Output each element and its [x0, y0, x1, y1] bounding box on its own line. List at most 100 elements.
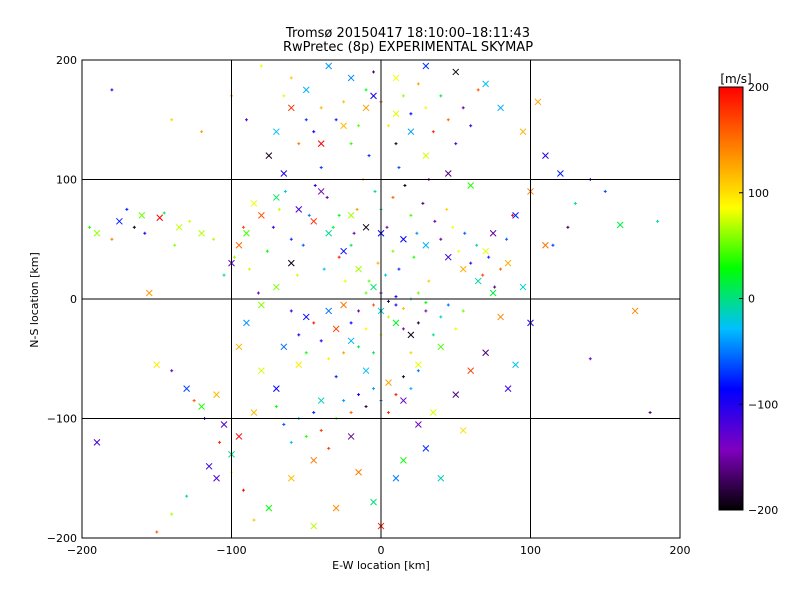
- cross-marker: [310, 522, 318, 530]
- cross-marker: [145, 289, 153, 297]
- plus-marker: [337, 213, 341, 217]
- plus-marker: [391, 249, 395, 253]
- cross-marker: [250, 409, 258, 416]
- plus-marker: [487, 255, 491, 259]
- cross-marker: [93, 229, 101, 237]
- plus-marker: [385, 225, 389, 229]
- plus-marker: [110, 88, 114, 92]
- plus-marker: [349, 411, 353, 415]
- plus-marker: [493, 285, 497, 289]
- plus-marker: [364, 405, 368, 409]
- colorbar-tick-label: 100: [748, 187, 769, 200]
- cross-marker: [347, 337, 355, 345]
- cross-marker: [422, 445, 430, 452]
- cross-marker: [392, 110, 400, 118]
- plus-marker: [439, 237, 443, 241]
- plus-marker: [372, 303, 376, 307]
- plus-marker: [357, 345, 361, 349]
- colorbar-tick-label: −200: [748, 504, 778, 517]
- plus-marker: [252, 518, 256, 522]
- plus-marker: [415, 231, 419, 235]
- plus-marker: [446, 118, 450, 122]
- cross-marker: [355, 265, 362, 273]
- plus-marker: [439, 315, 443, 319]
- cross-marker: [542, 241, 549, 249]
- cross-marker: [467, 367, 475, 375]
- cross-marker: [512, 361, 519, 369]
- plus-marker: [656, 219, 660, 223]
- cross-marker: [362, 367, 370, 375]
- plus-marker: [282, 94, 286, 98]
- plus-marker: [424, 301, 428, 305]
- plus-marker: [297, 333, 301, 337]
- plus-marker: [125, 207, 129, 211]
- cross-marker: [482, 349, 490, 357]
- cross-marker: [415, 421, 422, 428]
- cross-marker: [280, 343, 288, 351]
- cross-marker: [362, 104, 370, 112]
- cross-marker: [429, 409, 437, 416]
- plus-marker: [499, 267, 503, 271]
- cross-marker: [265, 504, 273, 512]
- cross-marker: [340, 301, 347, 309]
- cross-marker: [250, 200, 258, 207]
- plus-marker: [319, 106, 323, 110]
- cross-marker: [302, 313, 310, 321]
- y-tick-label: −100: [47, 413, 77, 426]
- cross-marker: [198, 403, 205, 410]
- colorbar-ticks: 200 100 0 −100 −200: [739, 81, 778, 517]
- cross-marker: [482, 80, 490, 88]
- plot-frame: [81, 59, 681, 539]
- plus-marker: [409, 213, 413, 217]
- plus-marker: [511, 213, 515, 217]
- cross-marker: [347, 74, 355, 82]
- cross-marker: [631, 307, 639, 315]
- plus-marker: [433, 219, 437, 223]
- cross-marker: [444, 170, 452, 177]
- cross-marker: [489, 289, 497, 297]
- plus-marker: [372, 387, 376, 391]
- cross-marker: [362, 223, 370, 231]
- plus-marker: [357, 124, 361, 128]
- plus-marker: [327, 446, 331, 450]
- colorbar-tick-label: 200: [748, 81, 769, 94]
- plus-marker: [132, 225, 136, 229]
- plus-marker: [297, 142, 301, 146]
- plus-marker: [312, 411, 316, 415]
- plus-marker: [648, 411, 652, 415]
- cross-marker: [489, 229, 497, 237]
- plus-marker: [401, 307, 405, 311]
- plus-marker: [357, 309, 361, 313]
- cross-marker: [400, 456, 407, 464]
- cross-marker: [407, 331, 415, 339]
- cross-marker: [243, 319, 250, 327]
- plus-marker: [155, 530, 159, 534]
- plus-marker: [289, 440, 293, 444]
- plus-marker: [412, 255, 416, 259]
- cross-marker: [265, 152, 273, 159]
- plus-marker: [307, 213, 311, 217]
- plus-marker: [427, 279, 431, 283]
- cross-marker: [519, 283, 527, 291]
- plus-marker: [469, 261, 473, 265]
- plus-marker: [319, 428, 323, 432]
- cross-marker: [220, 421, 228, 428]
- plus-marker: [342, 399, 346, 403]
- plus-marker: [394, 393, 398, 397]
- chart-subtitle: RwPretec (8p) EXPERIMENTAL SKYMAP: [283, 40, 533, 55]
- x-tick-label: −100: [216, 544, 246, 557]
- cross-marker: [302, 86, 310, 94]
- plus-marker: [259, 64, 263, 68]
- plus-marker: [349, 243, 353, 247]
- plus-marker: [416, 82, 420, 86]
- plus-marker: [222, 273, 226, 277]
- plus-marker: [386, 299, 390, 303]
- plus-marker: [322, 267, 326, 271]
- plus-marker: [409, 387, 413, 391]
- cross-marker: [235, 433, 243, 440]
- grid-lines: [82, 60, 680, 538]
- plus-marker: [383, 273, 387, 277]
- plus-marker: [170, 512, 174, 516]
- cross-marker: [385, 379, 392, 387]
- plus-marker: [200, 130, 204, 134]
